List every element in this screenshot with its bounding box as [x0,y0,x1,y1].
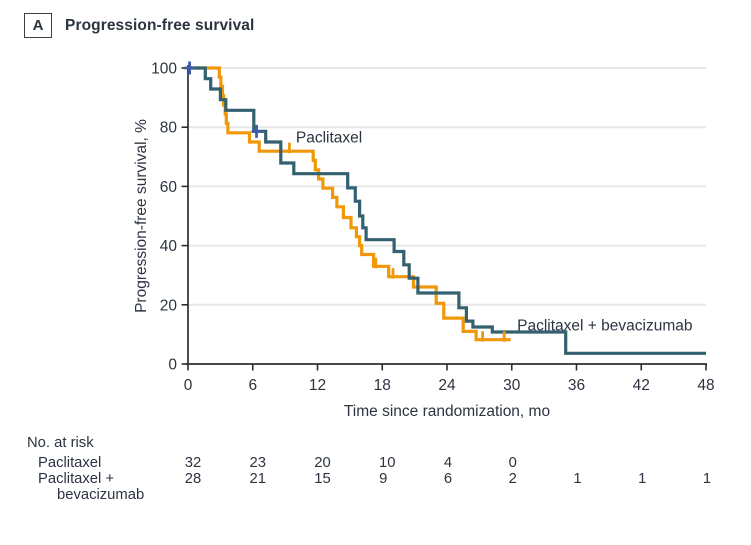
risk-count: 23 [250,455,266,471]
risk-count: 20 [314,455,330,471]
risk-table-title: No. at risk [27,435,94,451]
y-tick-label: 0 [168,357,177,374]
x-tick-label: 12 [309,377,326,394]
curve-label: Paclitaxel [296,130,362,147]
risk-count: 1 [638,471,646,487]
risk-count: 4 [444,455,452,471]
risk-count: 10 [379,455,395,471]
risk-count: 6 [444,471,452,487]
x-tick-label: 18 [374,377,391,394]
x-tick-label: 48 [697,377,714,394]
series-curve-paclitaxel-bevacizumab [188,66,706,355]
x-tick-label: 0 [184,377,193,394]
risk-count: 32 [185,455,201,471]
x-tick-label: 6 [248,377,257,394]
risk-count: 21 [250,471,266,487]
risk-count: 15 [314,471,330,487]
risk-row-label: Paclitaxel [38,455,101,471]
risk-count: 9 [379,471,387,487]
y-tick-label: 60 [160,179,178,196]
x-tick-label: 42 [633,377,650,394]
panel-letter-badge: A [24,13,52,38]
panel-title: Progression-free survival [65,16,255,34]
risk-count: 28 [185,471,201,487]
risk-row-label: bevacizumab [57,487,144,503]
risk-count: 1 [573,471,581,487]
y-tick-label: 40 [160,238,178,255]
curve-label: Paclitaxel + bevacizumab [517,318,692,335]
x-tick-label: 36 [568,377,585,394]
x-tick-label: 30 [503,377,521,394]
y-tick-label: 80 [160,120,178,137]
panel-header: A Progression-free survival [24,13,254,38]
y-tick-label: 20 [160,297,178,314]
y-tick-label: 100 [151,61,177,78]
risk-count: 1 [703,471,711,487]
risk-count: 2 [509,471,517,487]
y-axis-title: Progression-free survival, % [133,119,150,313]
x-axis-title: Time since randomization, mo [344,403,550,420]
risk-row-label: Paclitaxel + [38,471,114,487]
x-tick-label: 24 [438,377,456,394]
risk-count: 0 [509,455,517,471]
